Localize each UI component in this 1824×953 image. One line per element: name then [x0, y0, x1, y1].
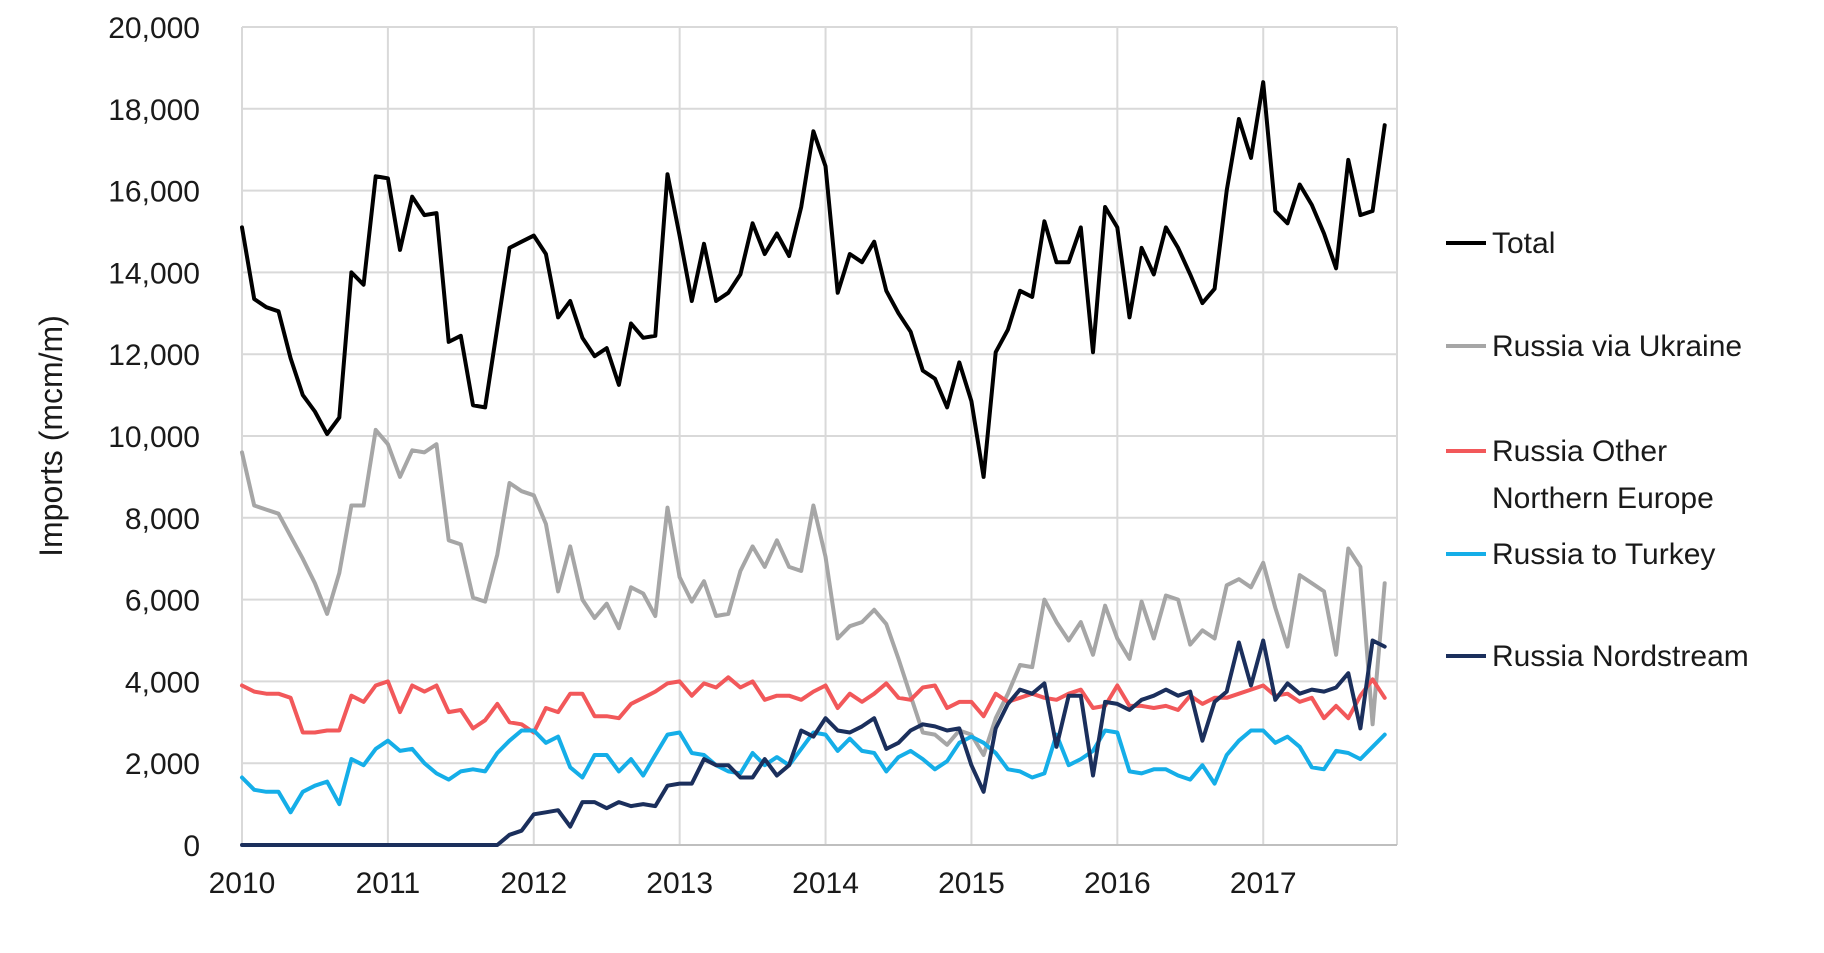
y-tick-label: 10,000 [108, 421, 200, 454]
y-tick-label: 16,000 [108, 176, 200, 209]
series-lines [240, 80, 1387, 847]
y-tick-label: 2,000 [125, 748, 200, 781]
legend-item-russia-nordstream: Russia Nordstream [1446, 640, 1749, 673]
series-line-russia-other-northern-europe [240, 675, 1387, 735]
legend-label: Russia via Ukraine [1492, 330, 1742, 363]
legend-label: Russia Other Northern Europe [1492, 435, 1714, 515]
y-tick-label: 6,000 [125, 585, 200, 618]
legend-label: Russia to Turkey [1492, 538, 1715, 571]
x-tick-label: 2011 [356, 867, 421, 900]
x-tick-label: 2013 [646, 867, 713, 900]
x-tick-label: 2015 [938, 867, 1005, 900]
legend-item-total: Total [1446, 227, 1555, 260]
series-line-russia-via-ukraine [240, 427, 1387, 757]
legend-item-russia-other-northern-europe: Russia Other Northern Europe [1446, 435, 1714, 515]
x-tick-label: 2014 [792, 867, 859, 900]
series-line-russia-nordstream [240, 638, 1387, 847]
x-tick-label: 2017 [1230, 867, 1297, 900]
x-tick-label: 2012 [500, 867, 567, 900]
y-axis-tick-labels: 0 2,000 4,000 6,000 8,000 10,000 12,000 14,000 1… [108, 12, 200, 863]
y-tick-label: 12,000 [108, 339, 200, 372]
y-tick-label: 4,000 [125, 666, 200, 699]
legend-label: Russia Nordstream [1492, 640, 1749, 673]
y-tick-label: 0 [183, 830, 200, 863]
legend-item-russia-via-ukraine: Russia via Ukraine [1446, 330, 1742, 363]
legend-label: Total [1492, 227, 1555, 260]
y-tick-label: 8,000 [125, 503, 200, 536]
series-line-total [240, 80, 1387, 479]
gridlines [241, 26, 1398, 845]
series-line-russia-to-turkey [240, 728, 1387, 815]
x-tick-label: 2016 [1084, 867, 1151, 900]
y-tick-label: 20,000 [108, 12, 200, 45]
legend-item-russia-to-turkey: Russia to Turkey [1446, 538, 1715, 571]
y-tick-label: 14,000 [108, 257, 200, 290]
y-tick-label: 18,000 [108, 94, 200, 127]
x-axis-tick-labels: 2010 2011 2012 2013 2014 2015 2016 2017 [209, 867, 1297, 900]
legend: Total Russia via Ukraine Russia Other North… [1446, 227, 1749, 673]
x-tick-label: 2010 [209, 867, 276, 900]
y-axis-title: Imports (mcm/m) [33, 315, 69, 557]
